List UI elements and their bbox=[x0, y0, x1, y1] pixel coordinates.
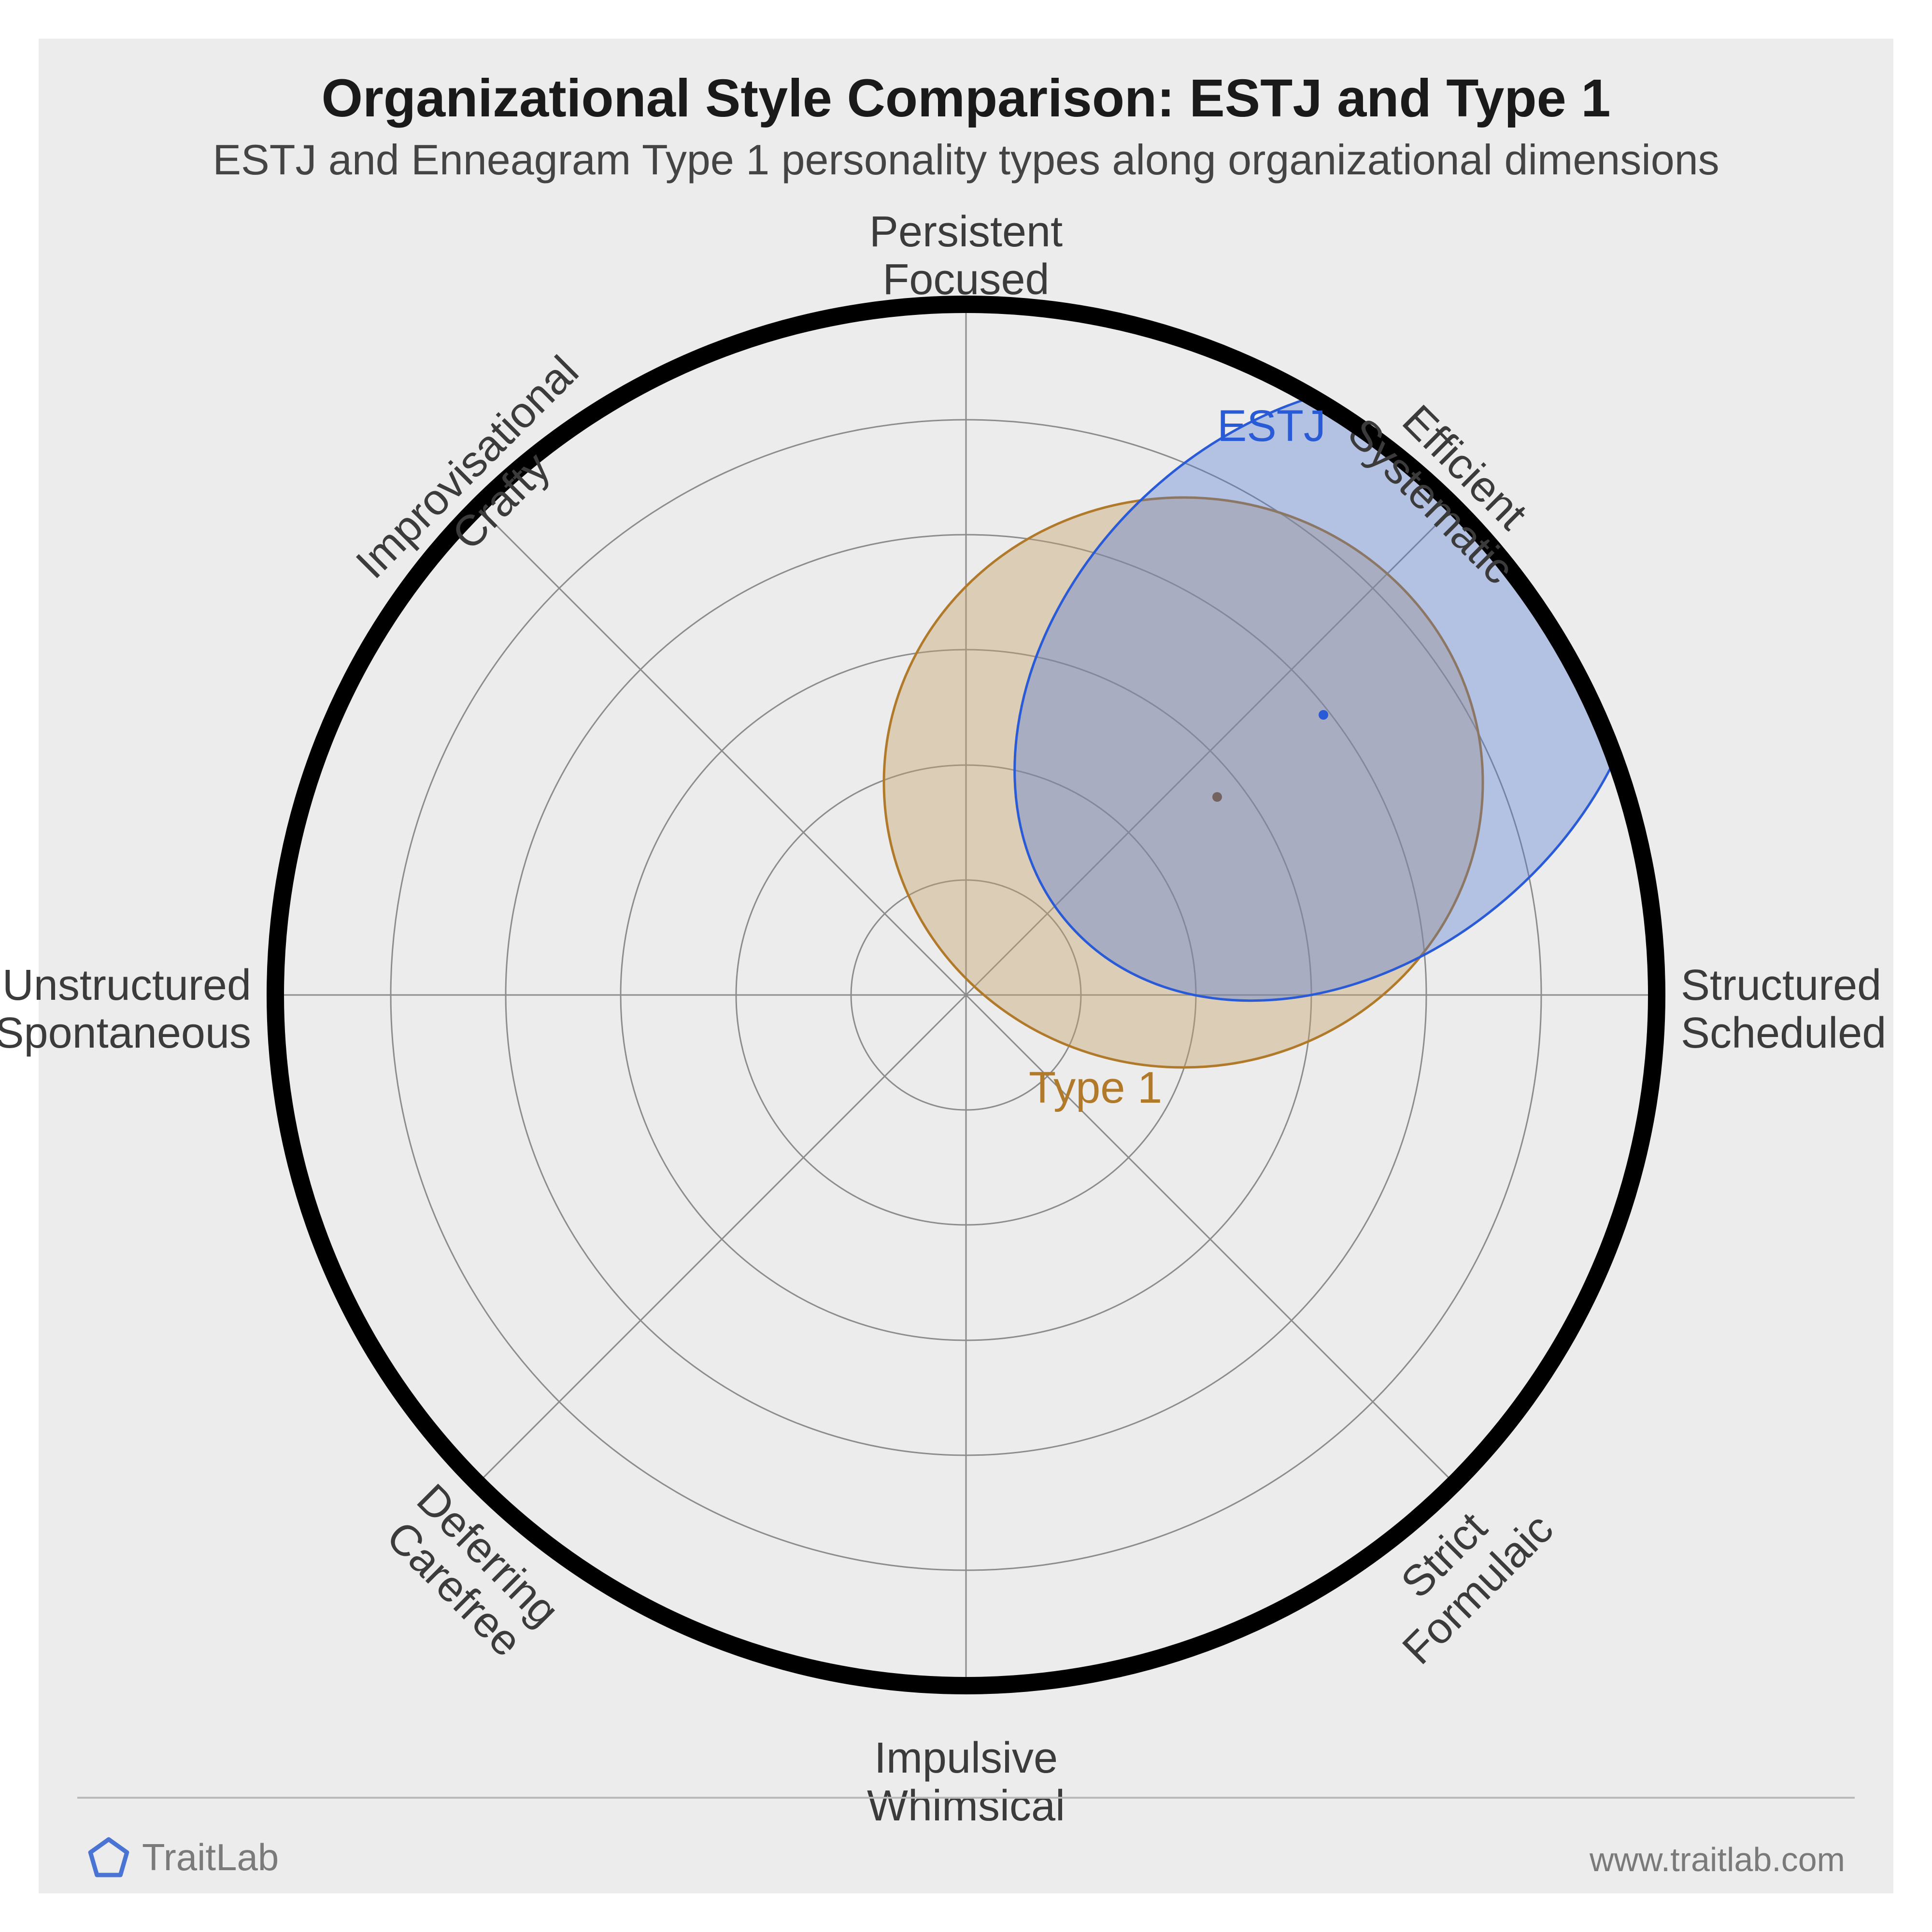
brand-text: TraitLab bbox=[142, 1835, 279, 1879]
axis-label: PersistentFocused bbox=[869, 208, 1063, 304]
axis-label: ImprovisationalCrafty bbox=[347, 347, 622, 622]
spoke bbox=[478, 995, 966, 1483]
svg-text:UnstructuredSpontaneous: UnstructuredSpontaneous bbox=[0, 961, 251, 1057]
traitlab-logo-icon bbox=[87, 1836, 130, 1879]
blob-label-estj: ESTJ bbox=[1217, 401, 1326, 452]
svg-text:ImprovisationalCrafty: ImprovisationalCrafty bbox=[347, 347, 622, 622]
svg-text:PersistentFocused: PersistentFocused bbox=[869, 208, 1063, 304]
svg-text:StrictFormulaic: StrictFormulaic bbox=[1360, 1471, 1563, 1674]
axis-label: UnstructuredSpontaneous bbox=[0, 961, 251, 1057]
axis-label: DeferringCarefree bbox=[374, 1475, 568, 1669]
blob-label-type1: Type 1 bbox=[1029, 1063, 1162, 1113]
footer-url: www.traitlab.com bbox=[1590, 1840, 1845, 1879]
polar-chart: PersistentFocusedEfficientSystematicStru… bbox=[0, 0, 1932, 1932]
svg-text:DeferringCarefree: DeferringCarefree bbox=[374, 1475, 568, 1669]
brand: TraitLab bbox=[87, 1835, 279, 1879]
svg-text:StructuredScheduled: StructuredScheduled bbox=[1681, 961, 1886, 1057]
svg-text:ImpulsiveWhimsical: ImpulsiveWhimsical bbox=[867, 1734, 1065, 1830]
footer-divider bbox=[77, 1797, 1855, 1799]
axis-label: StrictFormulaic bbox=[1360, 1471, 1563, 1674]
axis-label: StructuredScheduled bbox=[1681, 961, 1886, 1057]
axis-label: ImpulsiveWhimsical bbox=[867, 1734, 1065, 1830]
blob-estj-center bbox=[1319, 710, 1328, 720]
